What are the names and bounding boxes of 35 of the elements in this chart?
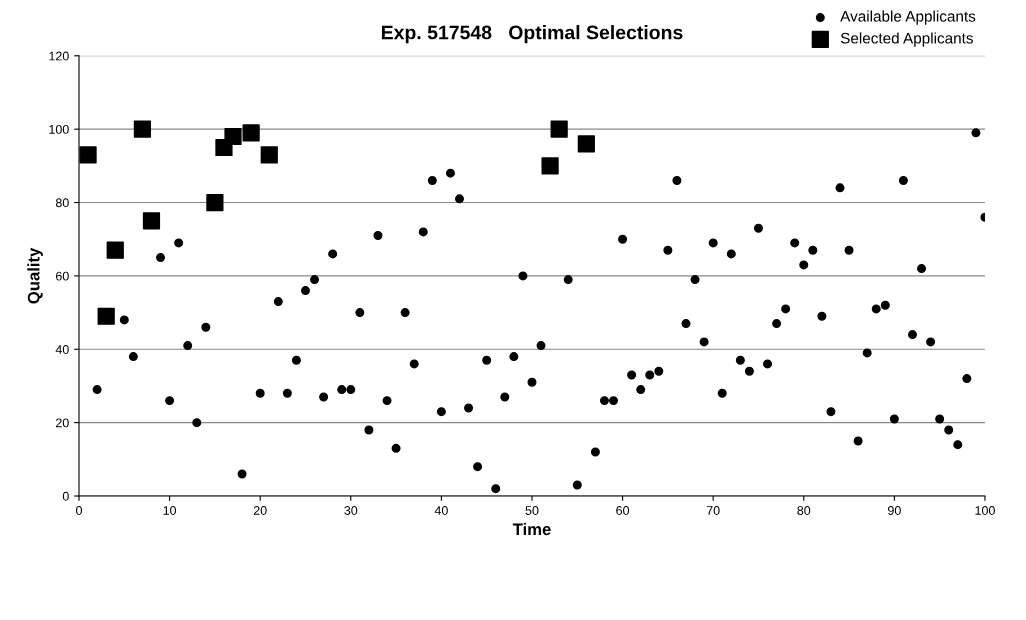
x-tick-label: 10 [163, 506, 177, 515]
y-tick-label: 120 [49, 51, 69, 61]
x-tick-label: 80 [797, 506, 811, 515]
point [97, 307, 115, 325]
point [133, 120, 152, 138]
y-tick-label: 100 [49, 124, 69, 134]
y-axis-title: Quality [27, 247, 43, 304]
y-tick-label: 60 [56, 271, 69, 281]
y-tick-label: 0 [62, 491, 69, 501]
point [206, 193, 224, 212]
x-tick-label: 100 [975, 506, 995, 515]
x-tick-label: 20 [253, 506, 267, 515]
y-tick-label: 20 [56, 418, 69, 428]
point [541, 157, 559, 175]
legend-label: Available Applicants [840, 10, 976, 25]
chart-title: Exp. 517548 Optimal Selections [381, 25, 683, 44]
point [242, 124, 260, 142]
x-axis-title: Time [512, 522, 551, 536]
point [577, 135, 595, 153]
point [79, 146, 97, 164]
x-tick-label: 40 [434, 506, 448, 515]
point [224, 127, 242, 146]
x-tick-label: 50 [525, 506, 539, 515]
y-tick-label: 80 [55, 198, 69, 208]
x-tick-label: 30 [344, 506, 358, 515]
legend-label: Selected Applicants [840, 32, 973, 47]
point [106, 241, 124, 259]
x-tick-label: 70 [706, 506, 720, 515]
x-tick-label: 90 [888, 506, 901, 515]
x-tick-label: 60 [616, 506, 630, 515]
y-tick-label: 40 [55, 345, 69, 354]
x-tick-label: 0 [76, 506, 82, 515]
point [142, 212, 161, 230]
point [550, 120, 568, 138]
point [260, 146, 278, 164]
